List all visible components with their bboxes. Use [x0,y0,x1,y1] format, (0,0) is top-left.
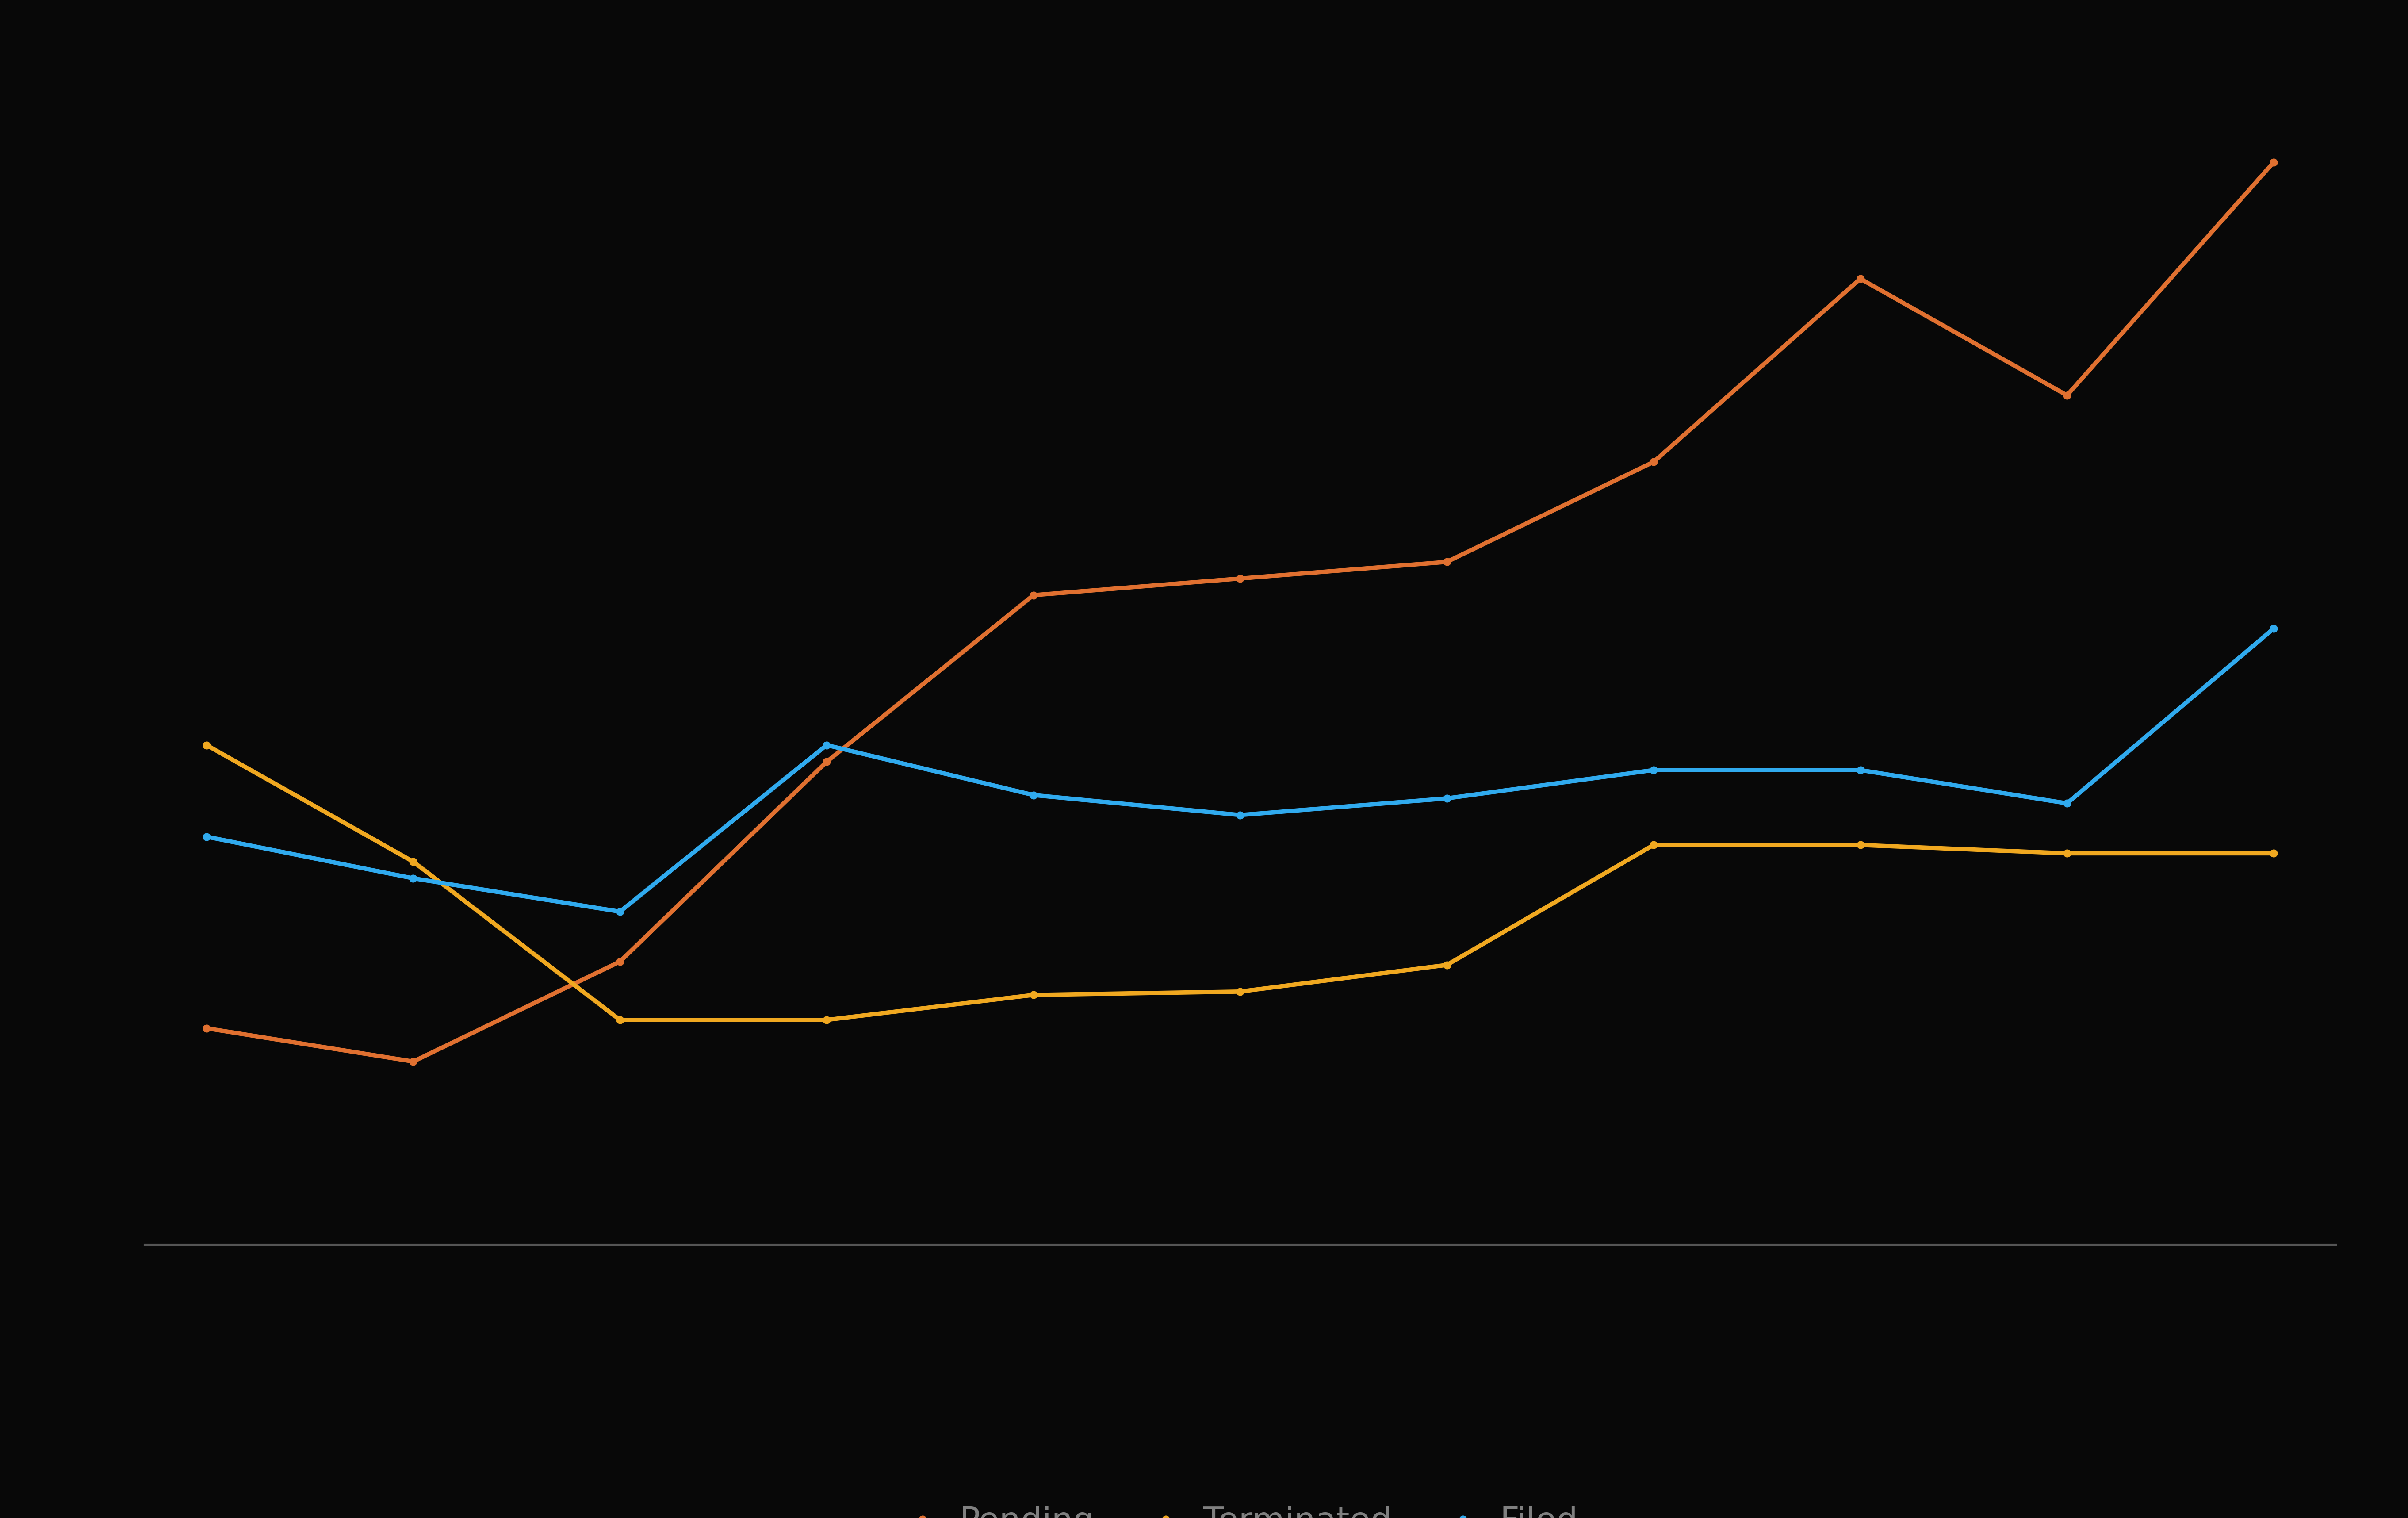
Pending [1226,569,1255,587]
Terminated [1640,836,1669,855]
Line: Pending: Pending [202,158,2278,1066]
Filed [604,903,633,921]
Pending [400,1052,429,1070]
Pending [193,1019,222,1037]
Terminated [2052,844,2081,862]
Filed [193,827,222,846]
Pending [2052,386,2081,404]
Pending [604,952,633,970]
Filed [1019,786,1047,805]
Filed [1640,761,1669,779]
Filed [1847,761,1876,779]
Legend: Pending, Terminated, Filed: Pending, Terminated, Filed [889,1492,1592,1518]
Pending [2259,153,2288,172]
Filed [400,870,429,888]
Pending [1019,586,1047,604]
Terminated [2259,844,2288,862]
Terminated [811,1011,840,1029]
Pending [811,753,840,771]
Line: Terminated: Terminated [202,741,2278,1023]
Line: Filed: Filed [202,625,2278,915]
Terminated [1433,956,1462,975]
Terminated [1226,982,1255,1000]
Filed [1433,789,1462,808]
Terminated [193,736,222,754]
Terminated [400,853,429,871]
Pending [1640,452,1669,471]
Filed [2259,619,2288,638]
Terminated [1019,985,1047,1003]
Pending [1433,553,1462,571]
Pending [1847,270,1876,288]
Filed [2052,794,2081,812]
Terminated [1847,836,1876,855]
Filed [811,736,840,754]
Terminated [604,1011,633,1029]
Filed [1226,806,1255,824]
